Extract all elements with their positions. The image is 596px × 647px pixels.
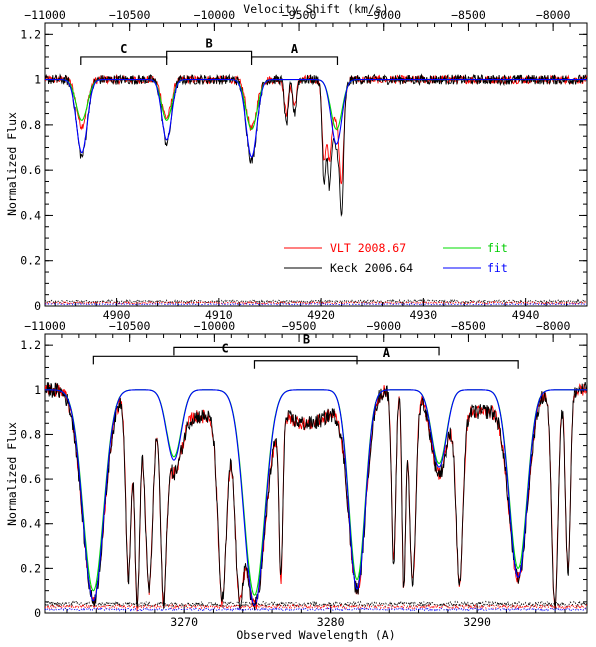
velocity-tick-label: −8500 (451, 8, 486, 22)
velocity-tick-label: −10000 (194, 8, 236, 22)
bracket-A (250, 56, 339, 65)
velocity-tick-label: −9000 (366, 319, 401, 333)
velocity-tick-label: −8000 (536, 8, 571, 22)
y-tick-label: 0.8 (20, 427, 41, 441)
velocity-tick-label: −9500 (282, 8, 317, 22)
y-tick-label: 1 (34, 73, 41, 87)
velocity-tick-label: −9000 (366, 8, 401, 22)
bottom-axis-title: Observed Wavelength (A) (236, 628, 395, 642)
y-tick-label: 0.6 (20, 163, 41, 177)
bracket-C (80, 56, 168, 65)
y-tick-label: 0.2 (20, 254, 41, 268)
series-vlt (45, 73, 587, 185)
velocity-tick-label: −8500 (451, 319, 486, 333)
velocity-tick-label: −8000 (536, 319, 571, 333)
error-keck (45, 600, 587, 609)
x-tick-label: 4930 (410, 308, 438, 322)
y-tick-label: 0.4 (20, 208, 41, 222)
y-tick-label: 1.2 (20, 27, 41, 41)
y-tick-label: 0.4 (20, 517, 41, 531)
y-tick-label: 0 (34, 606, 41, 620)
error-fit (45, 607, 587, 612)
series-fit-blue (45, 79, 587, 158)
y-tick-label: 0 (34, 299, 41, 313)
y-tick-label: 0.2 (20, 561, 41, 575)
bracket-A (253, 360, 519, 369)
error-fit (45, 302, 587, 306)
bracket-label-A: A (383, 346, 391, 360)
bracket-label-B: B (206, 36, 213, 50)
legend-label-fit-green: fit (487, 241, 508, 255)
series-keck (45, 382, 587, 613)
spectra-group (45, 382, 587, 613)
series-fit-blue (45, 389, 587, 607)
velocity-tick-label: −10500 (109, 319, 151, 333)
y-tick-label: 0.8 (20, 118, 41, 132)
legend: VLT 2008.67 Keck 2006.64 fit fit (284, 241, 508, 275)
x-tick-label: 4920 (307, 308, 335, 322)
bracket-label-A: A (291, 42, 299, 56)
x-tick-label: 3290 (463, 615, 491, 629)
velocity-tick-label: −11000 (24, 8, 66, 22)
top-axis-title: Velocity Shift (km/s) (243, 2, 388, 16)
velocity-tick-label: −10000 (194, 319, 236, 333)
y-tick-label: 0.6 (20, 472, 41, 486)
bracket-label-C: C (120, 42, 127, 56)
error-vlt (45, 300, 587, 305)
spectra-group (45, 73, 587, 306)
legend-label-keck: Keck 2006.64 (330, 261, 413, 275)
y-tick-label: 1 (34, 383, 41, 397)
error-keck (45, 298, 587, 305)
legend-label-vlt: VLT 2008.67 (330, 241, 406, 255)
y-tick-label: 1.2 (20, 338, 41, 352)
x-tick-label: 3280 (317, 615, 345, 629)
bracket-label-B: B (303, 332, 310, 346)
x-tick-label: 4900 (103, 308, 131, 322)
bottom-panel: 0 0.2 0.4 0.6 0.8 1 1.2 3270 3280 3290 −11000 −1050… (20, 319, 588, 629)
series-keck (45, 73, 587, 218)
bracket-label-C: C (222, 341, 229, 355)
velocity-tick-label: −10500 (109, 8, 151, 22)
x-tick-label: 3270 (170, 615, 198, 629)
velocity-tick-label: −11000 (24, 319, 66, 333)
top-panel: 0 0.2 0.4 0.6 0.8 1 1.2 4900 4910 4920 4930 4940 −11… (20, 8, 588, 322)
top-y-axis-title: Normalized Flux (5, 112, 19, 216)
bracket-B (166, 50, 253, 60)
bracket-B (173, 346, 440, 356)
velocity-tick-label: −9500 (282, 319, 317, 333)
x-tick-label: 4910 (205, 308, 233, 322)
x-tick-label: 4940 (512, 308, 540, 322)
series-fit-green (45, 79, 587, 131)
legend-label-fit-blue: fit (487, 261, 508, 275)
bottom-y-axis-title: Normalized Flux (5, 422, 19, 526)
